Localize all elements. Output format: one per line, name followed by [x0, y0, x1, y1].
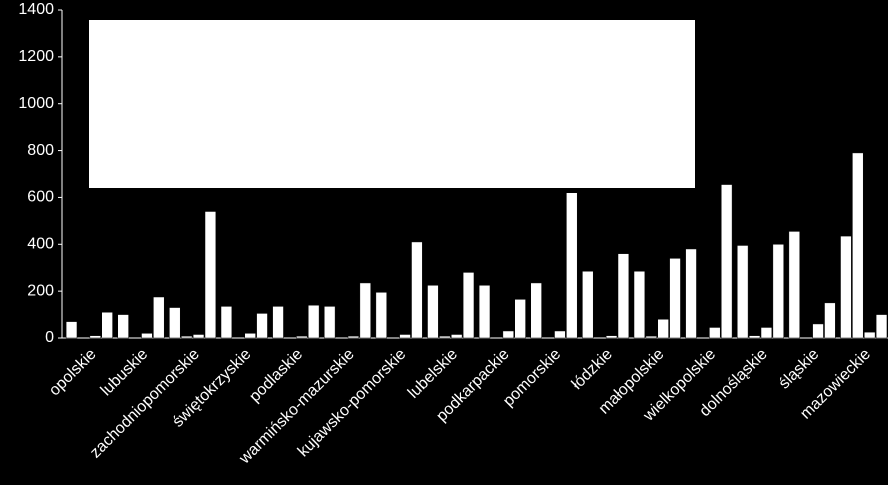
bar: [645, 335, 657, 339]
bar: [65, 321, 78, 339]
y-tick-label: 1200: [18, 48, 54, 65]
bar: [812, 323, 824, 339]
bar: [852, 152, 864, 339]
legend-cover: [89, 20, 695, 188]
y-tick-label: 600: [27, 189, 54, 206]
bar: [582, 270, 594, 339]
bar: [399, 334, 411, 339]
bar: [605, 335, 618, 339]
y-tick-label: 800: [27, 142, 54, 159]
bar: [737, 245, 749, 339]
bar: [101, 311, 113, 339]
bar: [204, 211, 217, 339]
bar: [256, 313, 268, 339]
bar: [451, 334, 463, 339]
bar: [514, 299, 526, 339]
bar: [153, 296, 165, 339]
bar: [141, 333, 153, 339]
bar: [308, 304, 320, 339]
bar: [566, 192, 578, 339]
x-tick-label: opolskie: [46, 346, 100, 400]
y-tick-label: 1400: [18, 1, 54, 18]
bar: [748, 335, 761, 339]
bar: [375, 292, 387, 339]
y-tick-label: 1000: [18, 95, 54, 112]
bar: [617, 253, 630, 339]
bar: [272, 306, 284, 339]
bar: [772, 244, 784, 339]
bar: [296, 335, 308, 339]
bar: [669, 258, 681, 339]
bar: [89, 335, 101, 339]
bar: [427, 285, 439, 339]
bar: [117, 314, 129, 339]
bar: [840, 235, 852, 339]
x-tick-label: łódzkie: [569, 346, 616, 393]
bar: [359, 282, 371, 339]
bar: [462, 272, 475, 339]
bar: [411, 241, 423, 339]
bar: [324, 306, 336, 339]
bar: [685, 248, 697, 339]
bar: [502, 330, 514, 339]
x-tick-label: lubuskie: [98, 346, 152, 400]
bar: [244, 333, 256, 339]
bar: [788, 231, 800, 339]
bar: [478, 285, 491, 339]
bar: [633, 270, 646, 339]
bar: [439, 335, 451, 339]
bar: [169, 307, 181, 339]
bar: [657, 319, 669, 339]
bar: [192, 334, 205, 339]
y-tick-label: 400: [27, 236, 54, 253]
bar: [875, 314, 888, 339]
bar: [824, 302, 836, 339]
bar: [760, 327, 773, 339]
bar: [347, 335, 360, 339]
bar: [864, 331, 876, 339]
y-tick-label: 0: [45, 329, 54, 346]
bar: [554, 330, 566, 339]
bar: [181, 335, 193, 339]
bar: [220, 306, 233, 339]
bar: [721, 184, 733, 339]
x-tick-label: śląskie: [776, 346, 823, 393]
bar: [709, 327, 721, 339]
y-tick-label: 200: [27, 282, 54, 299]
bar: [530, 282, 542, 339]
